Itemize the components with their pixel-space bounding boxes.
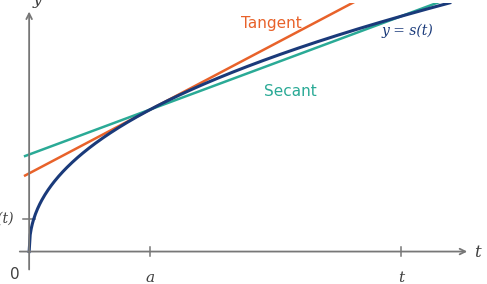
Text: s(t): s(t) bbox=[0, 212, 15, 226]
Text: 0: 0 bbox=[10, 267, 19, 281]
Text: Tangent: Tangent bbox=[242, 16, 302, 31]
Text: a: a bbox=[146, 270, 155, 284]
Text: Secant: Secant bbox=[264, 84, 317, 99]
Text: y = s(t): y = s(t) bbox=[382, 24, 433, 38]
Text: t: t bbox=[398, 270, 404, 284]
Text: y: y bbox=[33, 0, 42, 8]
Text: t: t bbox=[474, 244, 481, 261]
